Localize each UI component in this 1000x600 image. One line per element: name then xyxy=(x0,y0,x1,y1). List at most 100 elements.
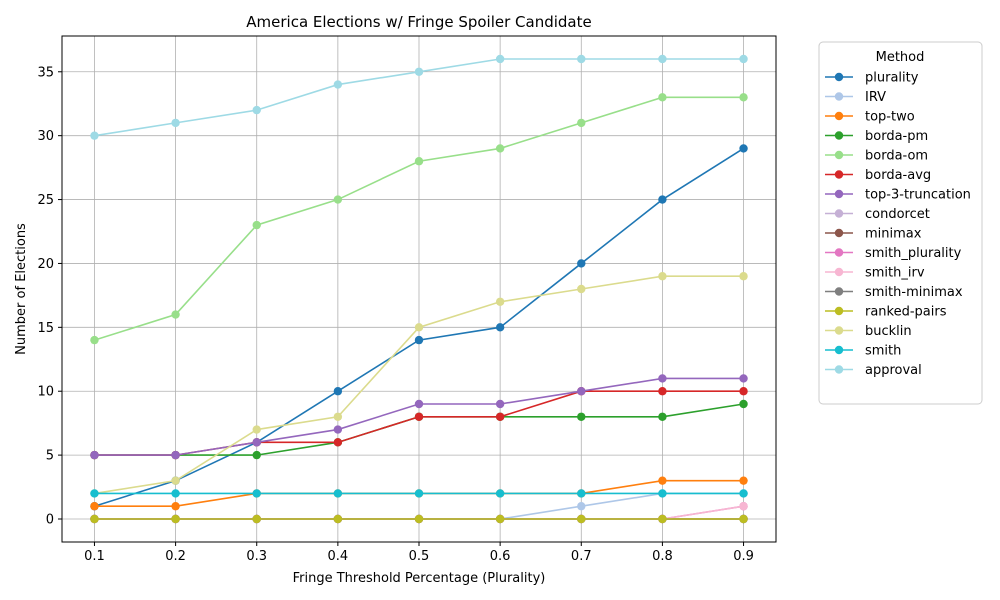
data-point xyxy=(658,195,667,204)
data-point xyxy=(658,54,667,64)
data-point xyxy=(414,399,424,409)
legend-marker xyxy=(834,92,844,101)
data-point xyxy=(658,476,667,485)
data-point xyxy=(739,54,748,64)
legend-marker xyxy=(834,189,844,199)
data-point xyxy=(333,412,343,421)
legend-label: smith_plurality xyxy=(865,246,962,261)
data-point xyxy=(333,514,343,524)
data-point xyxy=(739,502,748,511)
data-point xyxy=(495,489,505,498)
legend-item-borda-avg: borda-avg xyxy=(825,168,931,183)
legend-item-ranked-pairs: ranked-pairs xyxy=(825,305,947,320)
y-tick-label: 10 xyxy=(37,385,54,400)
x-axis-ticks: 0.1 0.2 0.3 0.4 0.5 0.6 0.7 0.8 0.9 xyxy=(84,542,754,564)
legend-marker xyxy=(834,209,844,218)
legend-marker xyxy=(834,131,844,140)
data-point xyxy=(577,502,586,511)
legend-item-smith-minimax: smith-minimax xyxy=(825,285,963,300)
legend-item-top-two: top-two xyxy=(825,110,915,125)
legend-marker xyxy=(834,267,844,277)
legend-item-IRV: IRV xyxy=(825,90,886,105)
data-point xyxy=(739,272,748,281)
data-point xyxy=(739,144,748,153)
data-point xyxy=(658,272,667,281)
data-point xyxy=(414,67,424,76)
legend-label: minimax xyxy=(865,227,922,242)
data-point xyxy=(495,297,505,306)
data-point xyxy=(577,514,586,524)
data-point xyxy=(333,195,343,204)
legend-label: borda-om xyxy=(865,149,928,164)
legend-marker xyxy=(834,287,844,296)
data-point xyxy=(658,514,667,524)
data-point xyxy=(171,514,180,524)
legend-label: ranked-pairs xyxy=(865,305,947,320)
data-point xyxy=(252,220,261,230)
data-point xyxy=(414,323,424,332)
data-point xyxy=(333,387,343,396)
legend-marker xyxy=(834,365,844,374)
data-point xyxy=(171,489,180,498)
legend-marker xyxy=(834,248,844,257)
data-point xyxy=(171,310,180,319)
data-point xyxy=(252,105,261,115)
data-point xyxy=(414,489,424,498)
legend-item-top-3-truncation: top-3-truncation xyxy=(825,188,971,203)
data-point xyxy=(252,514,261,524)
chart-title: America Elections w/ Fringe Spoiler Cand… xyxy=(246,13,591,31)
legend-label: condorcet xyxy=(865,207,930,222)
series-top-3-truncation xyxy=(90,374,748,460)
y-axis-label: Number of Elections xyxy=(14,223,29,355)
data-point xyxy=(577,387,586,396)
grid xyxy=(62,36,776,542)
data-point xyxy=(658,489,667,498)
legend-item-approval: approval xyxy=(825,363,922,378)
legend-item-bucklin: bucklin xyxy=(825,324,912,339)
data-point xyxy=(739,374,748,383)
data-point xyxy=(171,502,180,511)
y-tick-label: 25 xyxy=(37,193,54,208)
legend-marker xyxy=(834,306,844,316)
data-point xyxy=(90,131,99,140)
x-tick-label: 0.6 xyxy=(490,549,511,564)
x-tick-label: 0.1 xyxy=(84,549,105,564)
x-tick-label: 0.4 xyxy=(328,549,349,564)
data-point xyxy=(577,412,586,421)
data-point xyxy=(658,93,667,102)
series-borda-om xyxy=(90,93,748,345)
legend-label: plurality xyxy=(865,71,919,86)
data-point xyxy=(252,438,261,447)
legend-label: borda-avg xyxy=(865,168,931,183)
data-point xyxy=(90,335,99,345)
data-point xyxy=(495,144,505,153)
x-tick-label: 0.2 xyxy=(165,549,186,564)
data-point xyxy=(658,387,667,396)
data-point xyxy=(495,323,505,332)
series-smith xyxy=(90,489,748,498)
data-point xyxy=(495,514,505,524)
data-point xyxy=(658,412,667,421)
y-tick-label: 0 xyxy=(46,513,54,528)
data-point xyxy=(252,425,261,434)
legend-label: smith xyxy=(865,344,901,359)
data-point xyxy=(658,374,667,383)
legend-label: smith-minimax xyxy=(865,285,963,300)
data-point xyxy=(739,93,748,102)
legend-label: smith_irv xyxy=(865,266,925,281)
data-point xyxy=(577,259,586,268)
y-tick-label: 35 xyxy=(37,65,54,80)
data-point xyxy=(577,489,586,498)
x-tick-label: 0.8 xyxy=(652,549,673,564)
data-point xyxy=(333,489,343,498)
legend-marker xyxy=(834,111,844,121)
legend-label: top-two xyxy=(865,110,915,125)
y-tick-label: 15 xyxy=(37,321,54,336)
data-point xyxy=(414,157,424,166)
legend-label: top-3-truncation xyxy=(865,188,971,203)
data-point xyxy=(495,54,505,64)
legend-label: approval xyxy=(865,363,922,378)
data-point xyxy=(577,54,586,64)
legend-title: Method xyxy=(876,50,925,65)
